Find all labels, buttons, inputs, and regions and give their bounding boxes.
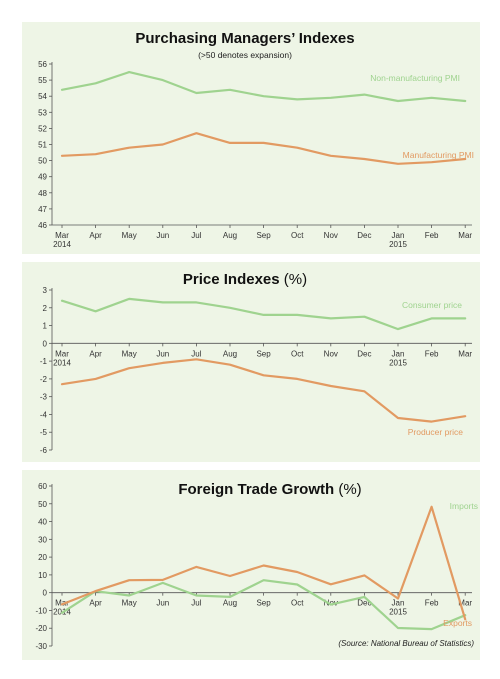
chart1-y-tick-label: -6 [40, 446, 48, 455]
chart0-year-label: 2014 [53, 240, 71, 249]
chart0-x-tick-label: Feb [425, 231, 439, 240]
chart2-x-tick-label: Mar [458, 599, 472, 608]
chart0-y-tick-label: 47 [38, 205, 47, 214]
trade-title-unit: (%) [338, 481, 361, 498]
chart0-x-tick-label: Jul [191, 231, 201, 240]
chart2-x-tick-label: Jan [392, 599, 405, 608]
chart2-x-tick-label: Aug [223, 599, 237, 608]
chart2-x-tick-label: Oct [291, 599, 304, 608]
chart2-series-label-1: Exports [443, 618, 472, 628]
chart0-y-tick-label: 51 [38, 141, 47, 150]
chart1-x-tick-label: Aug [223, 349, 237, 358]
chart2-x-tick-label: Jun [156, 599, 169, 608]
chart2-y-tick-label: 0 [43, 589, 48, 598]
chart2-x-tick-label: Sep [256, 599, 271, 608]
chart0-x-tick-label: Oct [291, 231, 304, 240]
chart2-y-tick-label: 30 [38, 535, 47, 544]
chart0-y-tick-label: 55 [38, 76, 47, 85]
chart1-y-tick-label: -5 [40, 428, 48, 437]
chart1-y-tick-label: 0 [43, 339, 48, 348]
chart1-y-tick-label: 1 [43, 322, 48, 331]
chart0-y-tick-label: 54 [38, 92, 47, 101]
chart2-x-tick-label: Feb [425, 599, 439, 608]
chart1-x-tick-label: Sep [256, 349, 271, 358]
chart2-series-line-0 [60, 579, 467, 631]
chart2-y-tick-label: 40 [38, 518, 47, 527]
source-note: (Source: National Bureau of Statistics) [338, 639, 474, 648]
chart0-series-line-0 [60, 70, 467, 103]
chart1-y-tick-label: 2 [43, 304, 48, 313]
chart1-series-line-0 [60, 297, 467, 331]
chart0-series-label-1: Manufacturing PMI [403, 150, 474, 160]
chart0-x-tick-label: May [122, 231, 137, 240]
chart0-y-tick-label: 52 [38, 124, 47, 133]
chart1-series-label-0: Consumer price [402, 300, 462, 310]
chart0-x-tick-label: Mar [458, 231, 472, 240]
pmi-title: Purchasing Managers’ Indexes [135, 30, 354, 47]
chart2-x-tick-label: Jul [191, 599, 201, 608]
chart0-year-label: 2015 [389, 240, 407, 249]
chart1-x-tick-label: Mar [458, 349, 472, 358]
price-title-unit: (%) [284, 271, 307, 288]
chart2-x-tick-label: Nov [324, 599, 338, 608]
panel-pmi [22, 22, 480, 254]
panel-price [22, 262, 480, 462]
chart1-y-tick-label: -1 [40, 357, 48, 366]
chart0-x-tick-label: Apr [89, 231, 102, 240]
price-title: Price Indexes (%) [183, 271, 307, 288]
chart2-y-tick-label: -20 [35, 624, 47, 633]
chart1-y-tick-label: 3 [43, 286, 48, 295]
chart1-x-tick-label: Mar [55, 349, 69, 358]
chart0-y-tick-label: 49 [38, 173, 47, 182]
chart0-y-tick-label: 56 [38, 60, 47, 69]
chart0-y-tick-label: 50 [38, 157, 47, 166]
chart1-series-label-1: Producer price [408, 427, 464, 437]
chart0-y-tick-label: 53 [38, 108, 47, 117]
chart1-year-label: 2015 [389, 358, 407, 367]
chart0-x-tick-label: Aug [223, 231, 237, 240]
chart1-y-tick-label: -3 [40, 393, 48, 402]
chart2-x-tick-label: May [122, 599, 137, 608]
chart1-x-tick-label: May [122, 349, 137, 358]
chart2-x-tick-label: Dec [357, 599, 371, 608]
chart1-x-tick-label: Jun [156, 349, 169, 358]
chart1-x-tick-label: Jul [191, 349, 201, 358]
chart1-year-label: 2014 [53, 358, 71, 367]
chart2-y-tick-label: -30 [35, 642, 47, 651]
chart0-x-tick-label: Nov [324, 231, 338, 240]
chart1-x-tick-label: Dec [357, 349, 371, 358]
chart0-series-label-0: Non-manufacturing PMI [370, 73, 460, 83]
chart1-x-tick-label: Apr [89, 349, 102, 358]
chart0-y-tick-label: 48 [38, 189, 47, 198]
chart2-y-tick-label: 60 [38, 482, 47, 491]
chart0-x-tick-label: Jun [156, 231, 169, 240]
chart0-x-tick-label: Jan [392, 231, 405, 240]
chart2-series-line-1 [60, 505, 467, 621]
trade-title: Foreign Trade Growth (%) [178, 481, 361, 498]
chart2-series-label-0: Imports [450, 501, 478, 511]
pmi-subtitle: (>50 denotes expansion) [198, 50, 292, 60]
trade-title-text: Foreign Trade Growth [178, 481, 334, 498]
price-title-text: Price Indexes [183, 271, 280, 288]
chart2-x-tick-label: Apr [89, 599, 102, 608]
chart1-y-tick-label: -2 [40, 375, 48, 384]
chart0-series-line-1 [60, 132, 467, 165]
chart1-x-tick-label: Nov [324, 349, 338, 358]
chart1-x-tick-label: Feb [425, 349, 439, 358]
chart0-x-tick-label: Dec [357, 231, 371, 240]
chart1-x-tick-label: Jan [392, 349, 405, 358]
chart2-y-tick-label: 50 [38, 500, 47, 509]
chart2-y-tick-label: -10 [35, 606, 47, 615]
chart1-x-tick-label: Oct [291, 349, 304, 358]
chart0-x-tick-label: Sep [256, 231, 271, 240]
chart1-series-line-1 [60, 358, 467, 423]
chart2-y-tick-label: 10 [38, 571, 47, 580]
chart2-year-label: 2015 [389, 608, 407, 617]
chart2-y-tick-label: 20 [38, 553, 47, 562]
chart0-x-tick-label: Mar [55, 231, 69, 240]
chart0-y-tick-label: 46 [38, 221, 47, 230]
chart1-y-tick-label: -4 [40, 410, 48, 419]
